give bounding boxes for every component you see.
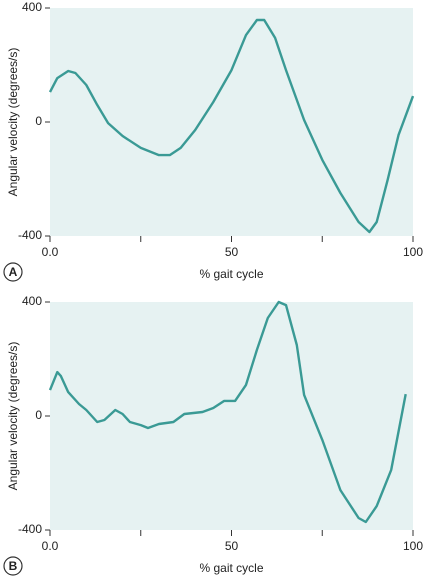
plot-background — [50, 8, 413, 236]
y-tick-label: 0 — [35, 114, 42, 128]
y-tick-label: 400 — [22, 0, 42, 14]
line-series — [48, 18, 415, 234]
y-axis-label: Angular velocity (degrees/s) — [6, 342, 20, 491]
panel-badge — [3, 262, 23, 282]
x-tick-label: 100 — [403, 245, 423, 259]
x-tick-label: 50 — [225, 539, 239, 553]
x-tick-label: 0.0 — [42, 539, 59, 553]
y-tick-label: 0 — [35, 408, 42, 422]
x-tick-label: 0.0 — [42, 245, 59, 259]
plot-background — [50, 302, 413, 530]
panel-label: A — [9, 265, 18, 279]
x-axis-label: % gait cycle — [199, 267, 263, 281]
x-axis-label: % gait cycle — [199, 561, 263, 575]
y-tick-label: -400 — [18, 522, 42, 536]
panel-badge — [3, 556, 23, 576]
panel-label: B — [9, 559, 18, 573]
x-tick-label: 100 — [403, 539, 423, 553]
y-axis-label: Angular velocity (degrees/s) — [6, 48, 20, 197]
x-tick-label: 50 — [225, 245, 239, 259]
y-tick-label: -400 — [18, 228, 42, 242]
line-series — [48, 300, 407, 524]
y-tick-label: 400 — [22, 294, 42, 308]
